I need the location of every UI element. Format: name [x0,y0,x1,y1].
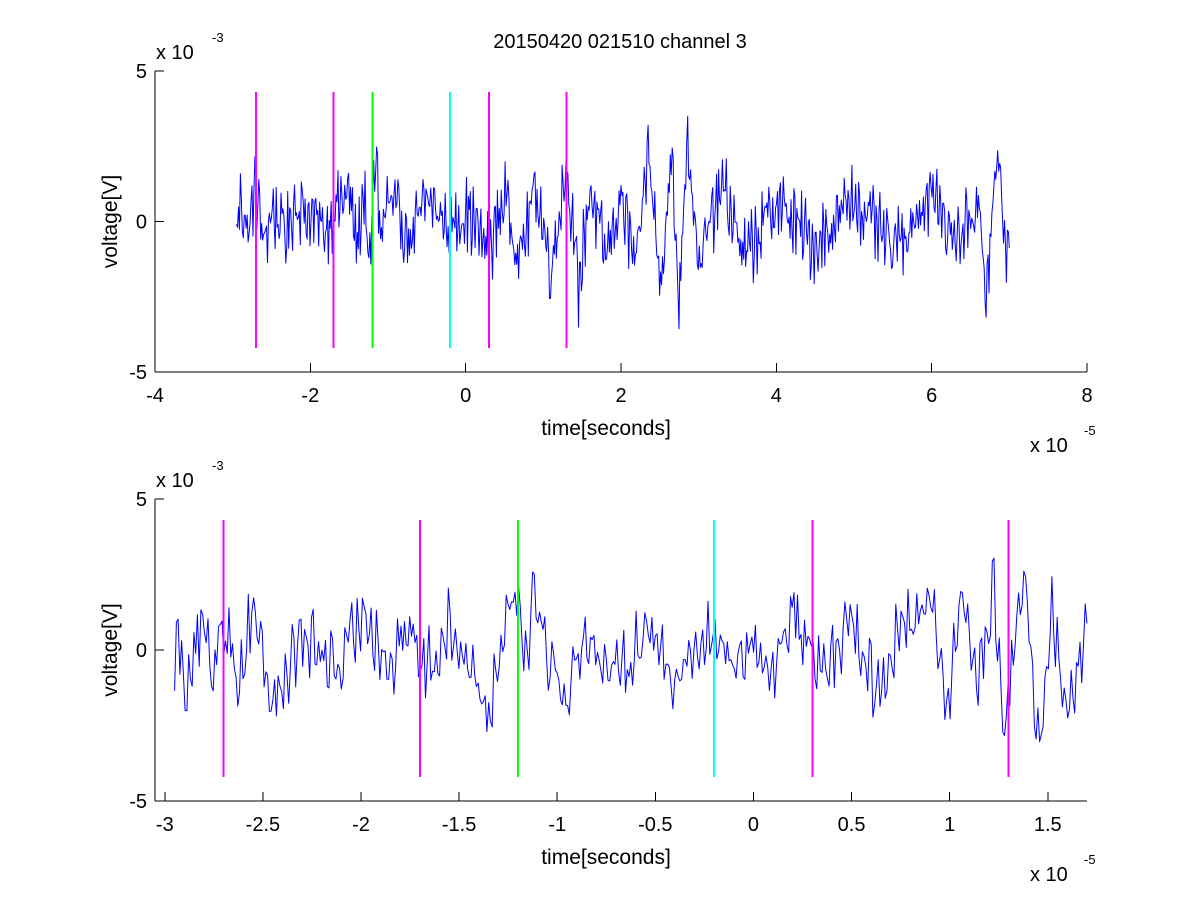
x-tick-label: 2 [615,385,626,407]
signal-trace [236,115,1010,330]
x-tick-label: -4 [146,385,164,407]
x-tick-label: 0 [460,385,471,407]
x-multiplier: x 10 [1030,864,1068,886]
y-exponent: -3 [212,458,224,473]
axes-top: -4 -2 0 2 4 6 8 -5 0 5 time[seconds] voltage[V] x 10… [99,30,1096,457]
y-multiplier: x 10 [156,470,194,492]
plot-area [155,71,1087,372]
y-tick-label: -5 [129,791,147,813]
x-exponent: -5 [1084,423,1096,438]
x-tick-label: -2.5 [246,814,280,836]
x-multiplier: x 10 [1030,435,1068,457]
x-tick-label: -1 [548,814,566,836]
x-tick-label: -3 [156,814,174,836]
x-exponent: -5 [1084,852,1096,867]
y-tick-label: 0 [136,640,147,662]
x-tick-label: -0.5 [638,814,672,836]
x-tick-label: 6 [926,385,937,407]
y-exponent: -3 [212,30,224,45]
y-axis-label: voltage[V] [99,175,122,268]
x-tick-label: 4 [771,385,782,407]
x-tick-label: 0.5 [838,814,866,836]
axes-bottom: -3 -2.5 -2 -1.5 -1 -0.5 0 0.5 1 1.5 -5 0 5 time[secon… [99,458,1096,886]
x-tick-label: -2 [352,814,370,836]
x-tick-label: 8 [1081,385,1092,407]
x-axis-label: time[seconds] [541,846,671,869]
x-tick-label: 0 [748,814,759,836]
y-tick-label: 0 [136,212,147,234]
y-axis-label: voltage[V] [99,603,122,696]
signal-trace [174,557,1088,743]
y-tick-label: 5 [136,61,147,83]
x-tick-label: -1.5 [442,814,476,836]
y-tick-label: 5 [136,489,147,511]
x-tick-label: 1.5 [1034,814,1062,836]
x-tick-label: 1 [944,814,955,836]
y-tick-label: -5 [129,362,147,384]
y-multiplier: x 10 [156,42,194,64]
x-tick-label: -2 [301,385,319,407]
x-axis-label: time[seconds] [541,417,671,440]
figure-title: 20150420 021510 channel 3 [493,31,747,53]
